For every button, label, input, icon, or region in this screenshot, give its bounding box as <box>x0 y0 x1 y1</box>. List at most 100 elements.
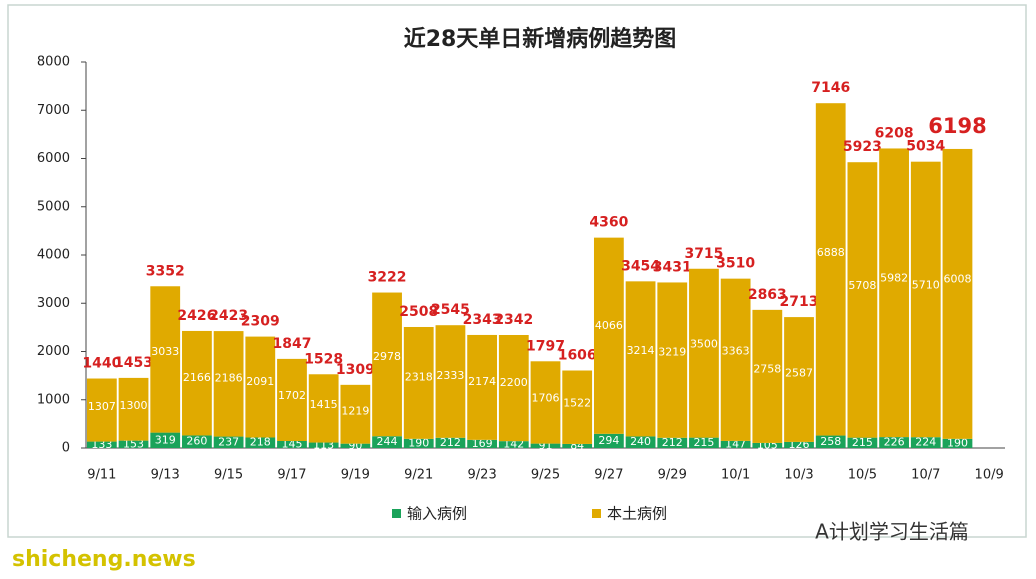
y-tick-label: 1000 <box>37 392 70 407</box>
x-tick-label: 10/5 <box>848 468 877 483</box>
bar-segment <box>150 286 181 433</box>
x-tick-label: 9/13 <box>151 468 180 483</box>
bar-segment <box>815 435 846 448</box>
bar-segment <box>720 440 751 448</box>
segment-label: 6008 <box>943 272 971 285</box>
total-label: 1440 <box>82 356 121 372</box>
bar-segment <box>245 336 276 438</box>
total-label: 3352 <box>146 263 185 279</box>
total-label: 2508 <box>399 304 438 320</box>
bar-segment <box>625 281 656 437</box>
total-label: 3454 <box>621 258 660 274</box>
bar-segment <box>942 148 973 439</box>
total-label: 1528 <box>304 351 343 367</box>
segment-label: 3363 <box>722 345 750 358</box>
segment-label: 3214 <box>627 344 655 357</box>
segment-label: 169 <box>472 437 493 450</box>
bar-segment <box>625 436 656 448</box>
legend-swatch <box>592 509 601 518</box>
segment-label: 224 <box>915 436 936 449</box>
total-label: 2426 <box>177 308 216 324</box>
total-label: 2545 <box>431 302 470 318</box>
segment-label: 5982 <box>880 271 908 284</box>
y-tick-label: 5000 <box>37 199 70 214</box>
bar-segment <box>372 436 402 448</box>
bar-segment <box>752 442 783 448</box>
legend-swatch <box>392 509 401 518</box>
segment-label: 1415 <box>310 398 338 411</box>
segment-label: 294 <box>598 434 619 447</box>
bar-segment <box>213 331 244 437</box>
x-tick-label: 9/11 <box>87 468 116 483</box>
legend-label: 输入病例 <box>407 505 467 523</box>
bar-segment <box>403 326 434 439</box>
bar-segment <box>752 309 783 443</box>
bar-segment <box>498 334 529 442</box>
segment-label: 3219 <box>658 345 686 358</box>
bar-segment <box>372 292 402 437</box>
bar-segment <box>784 441 814 448</box>
bar-segment <box>879 437 909 448</box>
bar-segment <box>213 436 244 448</box>
y-tick-label: 8000 <box>37 55 70 70</box>
segment-label: 319 <box>155 433 176 446</box>
bar-segment <box>784 317 814 442</box>
bar-segment <box>593 433 624 448</box>
y-tick-label: 7000 <box>37 103 70 118</box>
total-label: 6208 <box>875 125 914 141</box>
segment-label: 5710 <box>912 279 940 292</box>
bar-segment <box>245 437 276 448</box>
bar-segment <box>720 278 751 441</box>
chart-title: 近28天单日新增病例趋势图 <box>404 26 677 52</box>
segment-label: 215 <box>693 436 714 449</box>
bar-segment <box>277 358 307 442</box>
bar-segment <box>86 378 117 442</box>
bar-segment <box>879 148 909 438</box>
total-label: 1606 <box>558 348 597 364</box>
bar-segment <box>689 437 719 448</box>
bar-segment <box>118 440 149 448</box>
bar-segment <box>182 330 212 436</box>
bar-segment <box>910 437 941 448</box>
bar-segment <box>340 384 371 444</box>
total-label: 1847 <box>272 336 311 352</box>
segment-label: 2978 <box>373 350 401 363</box>
legend-label: 本土病例 <box>607 505 667 523</box>
bar-segment <box>182 435 212 448</box>
bar-segment <box>657 282 688 438</box>
x-tick-label: 10/9 <box>975 468 1004 483</box>
total-label: 2863 <box>748 287 787 303</box>
total-label: 4360 <box>589 215 628 231</box>
frame <box>7 4 1027 538</box>
y-tick-label: 4000 <box>37 248 70 263</box>
segment-label: 2200 <box>500 376 528 389</box>
x-tick-label: 9/27 <box>594 468 623 483</box>
y-tick-label: 6000 <box>37 151 70 166</box>
watermark: A计划学习生活篇 <box>815 520 969 544</box>
segment-label: 3033 <box>151 345 179 358</box>
source: shicheng.news <box>12 547 196 572</box>
bar-segment <box>847 437 878 448</box>
bar-segment <box>86 441 117 448</box>
bar-segment <box>689 268 719 438</box>
bar-segment <box>530 443 561 448</box>
segment-label: 2091 <box>246 375 274 388</box>
x-tick-label: 9/25 <box>531 468 560 483</box>
bar-segment <box>435 437 466 448</box>
total-label: 5034 <box>906 139 945 155</box>
total-label: 3715 <box>684 246 723 262</box>
total-label: 2713 <box>780 294 819 310</box>
bar-segment <box>308 442 339 448</box>
bar-segment <box>815 103 846 436</box>
segment-label: 5708 <box>848 279 876 292</box>
segment-label: 4066 <box>595 319 623 332</box>
x-tick-label: 9/21 <box>404 468 433 483</box>
bar-segment <box>277 441 307 448</box>
total-label: 2309 <box>241 314 280 330</box>
segment-label: 215 <box>852 436 873 449</box>
total-label: 7146 <box>811 80 850 96</box>
segment-label: 2174 <box>468 375 496 388</box>
x-tick-label: 10/7 <box>911 468 940 483</box>
segment-label: 244 <box>377 435 398 448</box>
segment-label: 3500 <box>690 338 718 351</box>
